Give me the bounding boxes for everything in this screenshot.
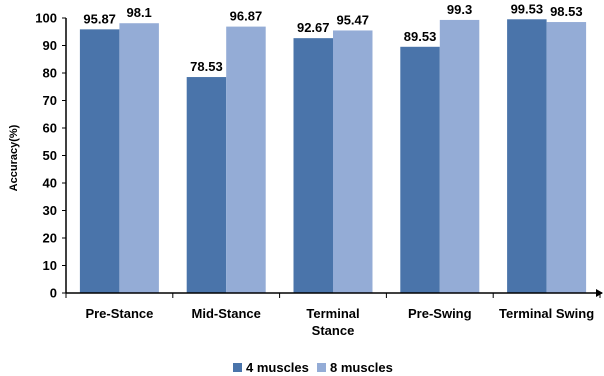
bar-4-muscles-1 bbox=[186, 77, 227, 293]
data-label: 99.3 bbox=[447, 2, 472, 17]
data-label: 99.53 bbox=[511, 1, 544, 16]
x-tick-label: Stance bbox=[312, 323, 355, 338]
y-tick-label: 30 bbox=[43, 203, 57, 218]
data-label: 96.87 bbox=[230, 9, 263, 24]
bar-8-muscles-3 bbox=[439, 19, 480, 294]
y-tick-label: 100 bbox=[35, 11, 57, 26]
y-tick-label: 50 bbox=[43, 148, 57, 163]
y-tick-label: 70 bbox=[43, 93, 57, 108]
y-tick-label: 10 bbox=[43, 258, 57, 273]
y-tick-label: 0 bbox=[50, 286, 57, 301]
bar-4-muscles-0 bbox=[79, 29, 120, 293]
data-label: 89.53 bbox=[404, 29, 437, 44]
bars-layer bbox=[79, 19, 587, 294]
data-labels-layer: 95.87 78.53 92.67 89.53 99.53 98.1 96.87 95.47 9… bbox=[83, 1, 582, 74]
y-axis-title: Accuracy(%) bbox=[8, 124, 20, 191]
bar-8-muscles-0 bbox=[119, 23, 159, 293]
data-label: 98.53 bbox=[550, 4, 583, 19]
legend-label: 8 muscles bbox=[330, 360, 393, 375]
y-tick-label: 80 bbox=[43, 66, 57, 81]
legend-swatch bbox=[317, 363, 326, 372]
bar-8-muscles-2 bbox=[333, 30, 373, 294]
data-label: 95.47 bbox=[336, 12, 369, 27]
axes-layer: 0 10 20 30 40 50 60 70 80 90 100 Pre-Stance Mid-Stan… bbox=[35, 11, 603, 338]
data-label: 78.53 bbox=[190, 59, 223, 74]
bar-4-muscles-4 bbox=[507, 19, 547, 293]
x-tick-label: Mid-Stance bbox=[192, 306, 261, 321]
y-tick-label: 20 bbox=[43, 231, 57, 246]
data-label: 95.87 bbox=[83, 11, 116, 26]
bar-8-muscles-4 bbox=[546, 22, 587, 293]
y-tick-label: 60 bbox=[43, 121, 57, 136]
bar-4-muscles-3 bbox=[400, 46, 440, 294]
legend-label: 4 muscles bbox=[246, 360, 309, 375]
data-label: 92.67 bbox=[297, 20, 330, 35]
legend-swatch bbox=[233, 363, 242, 372]
y-tick-label: 90 bbox=[43, 38, 57, 53]
x-tick-label: Pre-Stance bbox=[85, 306, 153, 321]
data-label: 98.1 bbox=[126, 5, 151, 20]
x-tick-label: Terminal Swing bbox=[499, 306, 594, 321]
x-tick-label: Terminal bbox=[306, 306, 359, 321]
bar-8-muscles-1 bbox=[226, 26, 266, 293]
legend: 4 muscles 8 muscles bbox=[233, 360, 393, 375]
y-tick-label: 40 bbox=[43, 176, 57, 191]
x-tick-label: Pre-Swing bbox=[408, 306, 472, 321]
bar-4-muscles-2 bbox=[293, 38, 333, 293]
